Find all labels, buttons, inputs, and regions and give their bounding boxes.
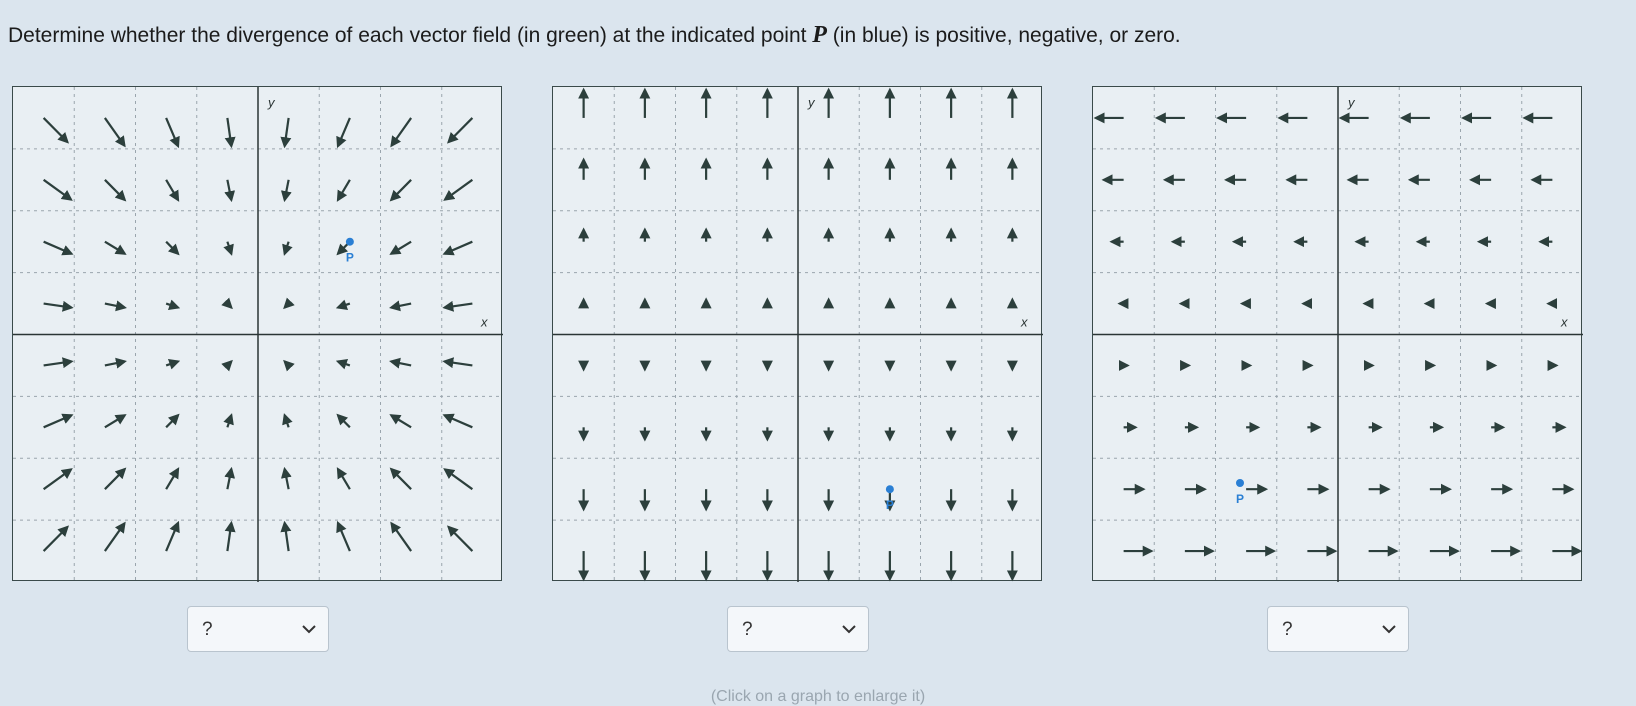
chevron	[1382, 625, 1396, 634]
chevron	[302, 625, 316, 634]
answer-dropdown[interactable]: ?	[187, 606, 329, 652]
field-arrow	[389, 467, 412, 490]
field-arrow	[165, 520, 180, 552]
field-arrow	[42, 468, 73, 491]
field-arrow	[43, 413, 74, 429]
field-arrow	[221, 297, 233, 310]
field-arrow	[42, 117, 69, 144]
field-arrow	[336, 467, 351, 490]
field-arrow	[389, 179, 412, 202]
x-axis-label: x	[1560, 315, 1568, 330]
field-arrow	[224, 179, 236, 203]
field-arrow	[389, 414, 412, 429]
field-arrow	[442, 300, 473, 312]
field-arrow	[104, 414, 127, 429]
instruction-text: (in blue) is positive, negative, or zero…	[826, 24, 1181, 47]
field-arrow	[223, 413, 234, 428]
field-arrow	[104, 467, 127, 490]
field-arrow	[282, 241, 293, 256]
field-arrow	[165, 413, 180, 429]
field-arrow	[283, 359, 295, 372]
field-arrow	[390, 117, 413, 148]
dropdown-chevron	[842, 625, 856, 634]
field-arrow	[389, 240, 412, 255]
field-arrow	[43, 240, 74, 256]
chevron	[842, 625, 856, 634]
instruction-text: Determine whether the divergence of each…	[8, 24, 813, 47]
field-arrow	[442, 240, 473, 256]
field-arrow	[390, 521, 413, 552]
field-arrow	[165, 467, 180, 490]
dropdown-placeholder: ?	[742, 619, 753, 640]
field-arrow	[447, 117, 474, 144]
field-arrow	[221, 359, 233, 372]
field-arrow	[283, 297, 295, 310]
y-axis-label: y	[267, 95, 276, 110]
field-arrow	[447, 525, 474, 552]
field-arrow	[103, 521, 126, 552]
field-arrow	[224, 520, 236, 552]
field-arrow	[280, 466, 292, 490]
field-arrow	[104, 179, 127, 202]
field-arrow	[443, 468, 474, 491]
x-axis-label: x	[1020, 315, 1028, 330]
field-arrow	[43, 357, 74, 369]
field-arrow	[165, 359, 181, 370]
field-arrow	[223, 241, 234, 256]
point-p	[345, 237, 354, 246]
field-arrow	[282, 413, 293, 428]
field-arrow	[104, 357, 127, 369]
vector-field-graph[interactable]: y x P	[552, 86, 1043, 582]
vector-field-graph[interactable]: y x P	[1092, 86, 1583, 582]
field-arrow	[104, 300, 127, 312]
field-arrow	[165, 240, 180, 256]
field-arrow	[335, 359, 351, 370]
field-arrow	[224, 117, 236, 149]
vector-field-graph[interactable]: y x P	[12, 86, 503, 582]
field-arrow	[389, 357, 412, 369]
field-arrow	[43, 300, 74, 312]
field-arrow	[224, 466, 236, 490]
field-arrow	[280, 520, 292, 552]
point-p	[1236, 479, 1244, 487]
caption: (Click on a graph to enlarge it)	[710, 688, 926, 705]
field-arrow	[165, 179, 180, 202]
field-arrow	[336, 413, 351, 429]
answer-dropdown[interactable]: ?	[1267, 606, 1409, 652]
x-axis-label: x	[480, 315, 488, 330]
graph-canvas: y x P	[13, 87, 503, 582]
field-arrow	[103, 117, 126, 148]
point-p	[885, 485, 894, 494]
field-arrow	[104, 240, 127, 255]
field-arrow	[165, 117, 180, 149]
point-label: P	[1236, 492, 1244, 506]
graph-canvas: y x P	[553, 87, 1043, 582]
field-arrow	[280, 179, 292, 203]
field-arrow	[336, 520, 351, 552]
dropdown-placeholder: ?	[202, 619, 213, 640]
y-axis-label: y	[807, 95, 816, 110]
field-arrow	[443, 178, 474, 201]
field-arrow	[336, 117, 351, 149]
dropdown-placeholder: ?	[1282, 619, 1293, 640]
field-arrow	[335, 299, 351, 310]
field-arrow	[442, 413, 473, 429]
point-label: P	[346, 251, 354, 265]
field-arrow	[165, 299, 181, 310]
field-arrow	[389, 300, 412, 312]
field-arrow	[442, 357, 473, 369]
field-arrow	[42, 178, 73, 201]
field-arrow	[280, 117, 292, 149]
field-arrow	[336, 179, 351, 202]
dropdown-chevron	[302, 625, 316, 634]
answer-dropdown[interactable]: ?	[727, 606, 869, 652]
y-axis-label: y	[1347, 95, 1356, 110]
instruction: Determine whether the divergence of each…	[8, 22, 1181, 49]
graph-canvas: y x P	[1093, 87, 1583, 582]
point-label: P	[886, 498, 894, 512]
field-arrow	[42, 525, 69, 552]
point-symbol: P	[812, 22, 827, 48]
dropdown-chevron	[1382, 625, 1396, 634]
